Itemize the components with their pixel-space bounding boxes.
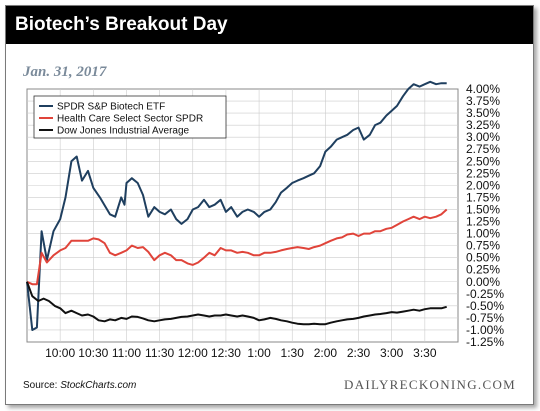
plot-area [26,88,459,343]
y-tick-label: 4.00% [466,82,500,96]
series-line-3 [26,281,447,326]
legend-label-1: SPDR S&P Biotech ETF [57,102,165,113]
source-name: StockCharts.com [60,380,137,391]
x-tick-label: 11:30 [145,346,174,360]
y-tick-label: 2.50% [466,154,500,168]
x-tick-label: 2:30 [347,346,371,360]
y-tick-label: 0.00% [466,275,500,289]
y-tick-label: 3.75% [466,94,500,108]
x-tick-label: 1:30 [281,346,305,360]
source-prefix: Source: [23,380,61,391]
y-tick-label: 2.25% [466,166,500,180]
x-tick-label: 12:30 [211,346,241,360]
y-tick-label: 1.50% [466,202,500,216]
y-tick-label: 1.25% [466,215,500,229]
y-tick-label: -0.50% [466,299,504,313]
legend-box [33,95,227,139]
y-tick-label: 1.75% [466,190,500,204]
x-tick-label: 1:00 [247,346,271,360]
series-line-1 [26,80,447,331]
y-tick-label: 3.25% [466,118,500,132]
x-tick-label: 10:30 [78,346,108,360]
source-credit: Source: StockCharts.com [23,380,136,391]
x-tick-label: 10:00 [45,346,75,360]
y-tick-label: 0.75% [466,239,500,253]
x-tick-label: 11:00 [112,346,141,360]
y-tick-label: -1.25% [466,335,504,349]
y-tick-label: 2.00% [466,178,500,192]
chart-date: Jan. 31, 2017 [23,64,107,80]
chart-title: Biotech’s Breakout Day [6,6,533,44]
y-tick-label: 2.75% [466,142,500,156]
y-tick-label: 3.50% [466,106,500,120]
legend-label-2: Health Care Select Sector SPDR [57,114,203,125]
y-tick-label: 0.50% [466,251,500,265]
y-tick-label: 3.00% [466,130,500,144]
x-tick-label: 12:00 [178,346,208,360]
y-tick-label: -0.25% [466,287,504,301]
brand-logo-text: DAILYRECKONING.COM [344,377,516,392]
x-tick-label: 2:00 [314,346,338,360]
x-tick-label: 3:30 [413,346,437,360]
y-tick-label: -1.00% [466,323,504,337]
y-tick-label: 1.00% [466,227,500,241]
x-tick-label: 3:00 [380,346,404,360]
series-line-2 [26,208,448,286]
y-tick-label: 0.25% [466,263,500,277]
y-tick-label: -0.75% [466,311,504,325]
legend-label-3: Dow Jones Industrial Average [57,126,190,137]
